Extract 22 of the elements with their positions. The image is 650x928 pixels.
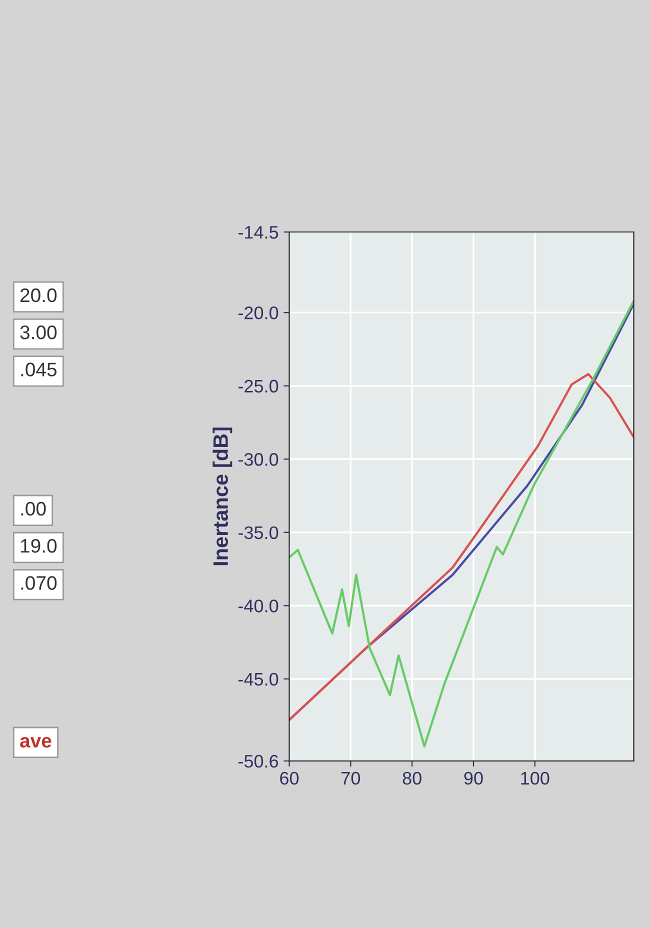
text: .070 — [21, 576, 57, 590]
y-tick-label: -40.0 — [238, 600, 278, 612]
text: 19.0 — [20, 538, 57, 553]
text: ave — [20, 736, 52, 748]
text: .00 — [21, 502, 46, 516]
line-series — [289, 373, 634, 722]
x-tick-label: 80 — [402, 772, 422, 785]
x-tick-label: 60 — [280, 772, 299, 785]
y-tick-label: -45.0 — [238, 672, 278, 686]
x-tick-label: 100 — [521, 772, 550, 785]
x-tick-label: 70 — [342, 772, 360, 785]
y-tick-label: -20.0 — [238, 306, 278, 320]
y-tick-label: -35.0 — [238, 526, 278, 540]
y-tick-label: -25.0 — [238, 380, 278, 393]
y-tick-label: -30.0 — [238, 453, 278, 466]
x-tick-label: 90 — [464, 772, 483, 785]
y-tick-label: -50.6 — [238, 754, 278, 768]
y-axis-title: Inertance [dB] — [212, 428, 232, 566]
text: 20.0 — [20, 288, 57, 302]
text: .045 — [21, 362, 57, 376]
text: 3.00 — [20, 326, 57, 340]
y-tick-label: -14.5 — [238, 226, 278, 239]
